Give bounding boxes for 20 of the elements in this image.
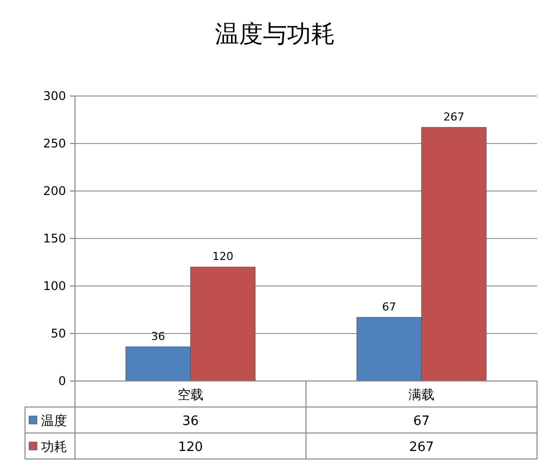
text: 36 [182, 414, 199, 429]
text: 267 [409, 440, 434, 455]
y-tick-label: 50 [50, 326, 66, 340]
text: 67 [413, 414, 430, 429]
y-tick-label: 150 [43, 232, 66, 246]
data-label: 67 [382, 300, 396, 314]
y-tick-label: 200 [43, 184, 66, 198]
data-label: 267 [443, 110, 464, 124]
data-label: 120 [212, 250, 234, 263]
legend-label: 温度 [41, 413, 67, 429]
x-tick-label: 空载 [178, 388, 204, 403]
y-tick-label: 300 [43, 89, 66, 103]
text: 120 [178, 440, 203, 455]
y-tick-label: 0 [58, 374, 66, 388]
chart-title: 温度与功耗 [215, 20, 335, 48]
x-tick-label: 满载 [408, 388, 434, 403]
y-tick-label: 250 [43, 136, 66, 150]
y-tick-label: 100 [43, 279, 66, 293]
legend-label: 功耗 [41, 440, 67, 455]
data-label: 36 [151, 330, 166, 343]
